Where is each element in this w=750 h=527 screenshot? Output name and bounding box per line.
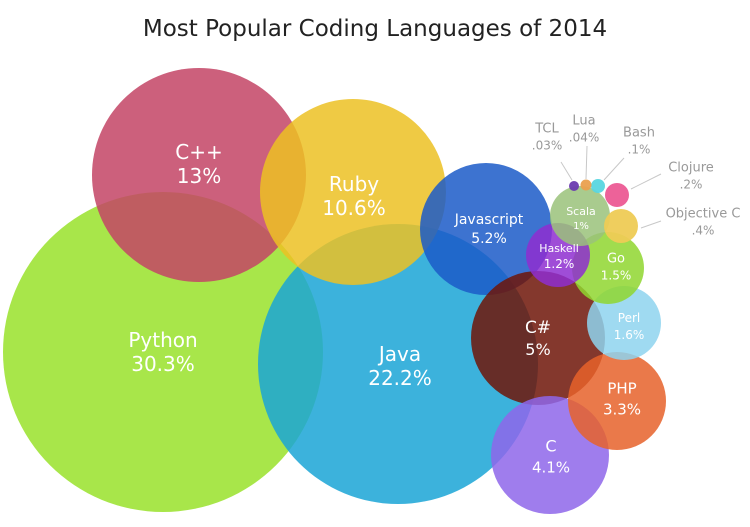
label-cplusplus: C++: [175, 140, 222, 164]
value-java: 22.2%: [368, 366, 432, 390]
value-cplusplus: 13%: [177, 164, 221, 188]
bubble-bash: [591, 179, 605, 193]
label-clojure: Clojure: [668, 161, 714, 176]
bubble-perl: [587, 286, 661, 360]
value-scala: 1%: [573, 221, 589, 232]
bubble-java: [258, 224, 538, 504]
label-scala: Scala: [566, 205, 596, 218]
label-lua: Lua: [572, 114, 595, 129]
bubble-scala: [550, 186, 610, 246]
bubble-objective-c: [604, 209, 638, 243]
leader-line-lua: [585, 145, 588, 180]
value-php: 3.3%: [603, 400, 641, 418]
value-tcl: .03%: [532, 139, 563, 153]
bubble-cplusplus: [92, 68, 306, 282]
value-perl: 1.6%: [614, 328, 645, 342]
label-haskell: Haskell: [539, 242, 579, 255]
label-javascript: Javascript: [454, 212, 524, 228]
label-java: Java: [377, 342, 421, 366]
value-bash: .1%: [628, 143, 651, 157]
label-perl: Perl: [618, 311, 640, 325]
label-csharp: C#: [525, 318, 551, 338]
value-haskell: 1.2%: [544, 257, 575, 271]
value-javascript: 5.2%: [471, 231, 507, 247]
label-c: C: [545, 437, 556, 456]
leader-line-objective-c: [640, 220, 662, 229]
value-ruby: 10.6%: [322, 196, 386, 220]
value-csharp: 5%: [525, 340, 550, 359]
leader-line-bash: [603, 157, 625, 181]
bubble-csharp: [471, 271, 605, 405]
bubble-php: [568, 352, 666, 450]
label-php: PHP: [607, 379, 636, 397]
bubble-go: [572, 232, 644, 304]
value-c: 4.1%: [532, 459, 570, 477]
value-go: 1.5%: [601, 269, 632, 283]
label-tcl: TCL: [534, 122, 559, 137]
label-python: Python: [128, 328, 197, 352]
value-objective-c: .4%: [692, 224, 715, 238]
leader-line-tcl: [560, 161, 573, 181]
value-python: 30.3%: [131, 352, 195, 376]
bubble-tcl: [569, 181, 579, 191]
bubble-ruby: [260, 99, 446, 285]
leader-line-clojure: [630, 173, 662, 190]
bubble-lua: [580, 179, 592, 191]
label-objective-c: Objective C: [666, 207, 741, 222]
bubble-clojure: [605, 183, 629, 207]
bubbles: [3, 68, 666, 514]
label-bash: Bash: [623, 126, 655, 141]
value-lua: .04%: [569, 131, 600, 145]
bubble-javascript: [420, 163, 552, 295]
chart-title: Most Popular Coding Languages of 2014: [142, 16, 608, 42]
label-ruby: Ruby: [329, 172, 379, 196]
label-go: Go: [607, 252, 625, 267]
value-clojure: .2%: [680, 178, 703, 192]
